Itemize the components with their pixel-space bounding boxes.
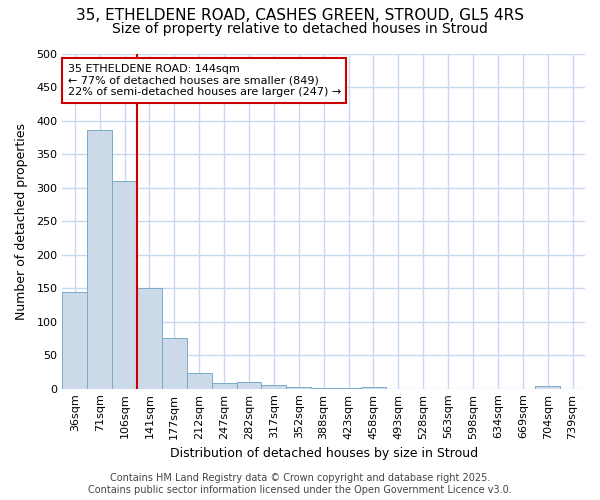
Bar <box>112 181 137 388</box>
Text: 35 ETHELDENE ROAD: 144sqm
← 77% of detached houses are smaller (849)
22% of semi: 35 ETHELDENE ROAD: 144sqm ← 77% of detac… <box>68 64 341 97</box>
Bar <box>137 288 162 388</box>
Text: Size of property relative to detached houses in Stroud: Size of property relative to detached ho… <box>112 22 488 36</box>
Bar <box>187 374 212 388</box>
Bar <box>62 292 87 388</box>
Bar <box>236 382 262 388</box>
X-axis label: Distribution of detached houses by size in Stroud: Distribution of detached houses by size … <box>170 447 478 460</box>
Bar <box>212 384 236 388</box>
Bar <box>162 338 187 388</box>
Text: 35, ETHELDENE ROAD, CASHES GREEN, STROUD, GL5 4RS: 35, ETHELDENE ROAD, CASHES GREEN, STROUD… <box>76 8 524 22</box>
Bar <box>262 386 286 388</box>
Bar <box>535 386 560 388</box>
Y-axis label: Number of detached properties: Number of detached properties <box>15 123 28 320</box>
Text: Contains HM Land Registry data © Crown copyright and database right 2025.
Contai: Contains HM Land Registry data © Crown c… <box>88 474 512 495</box>
Bar <box>87 130 112 388</box>
